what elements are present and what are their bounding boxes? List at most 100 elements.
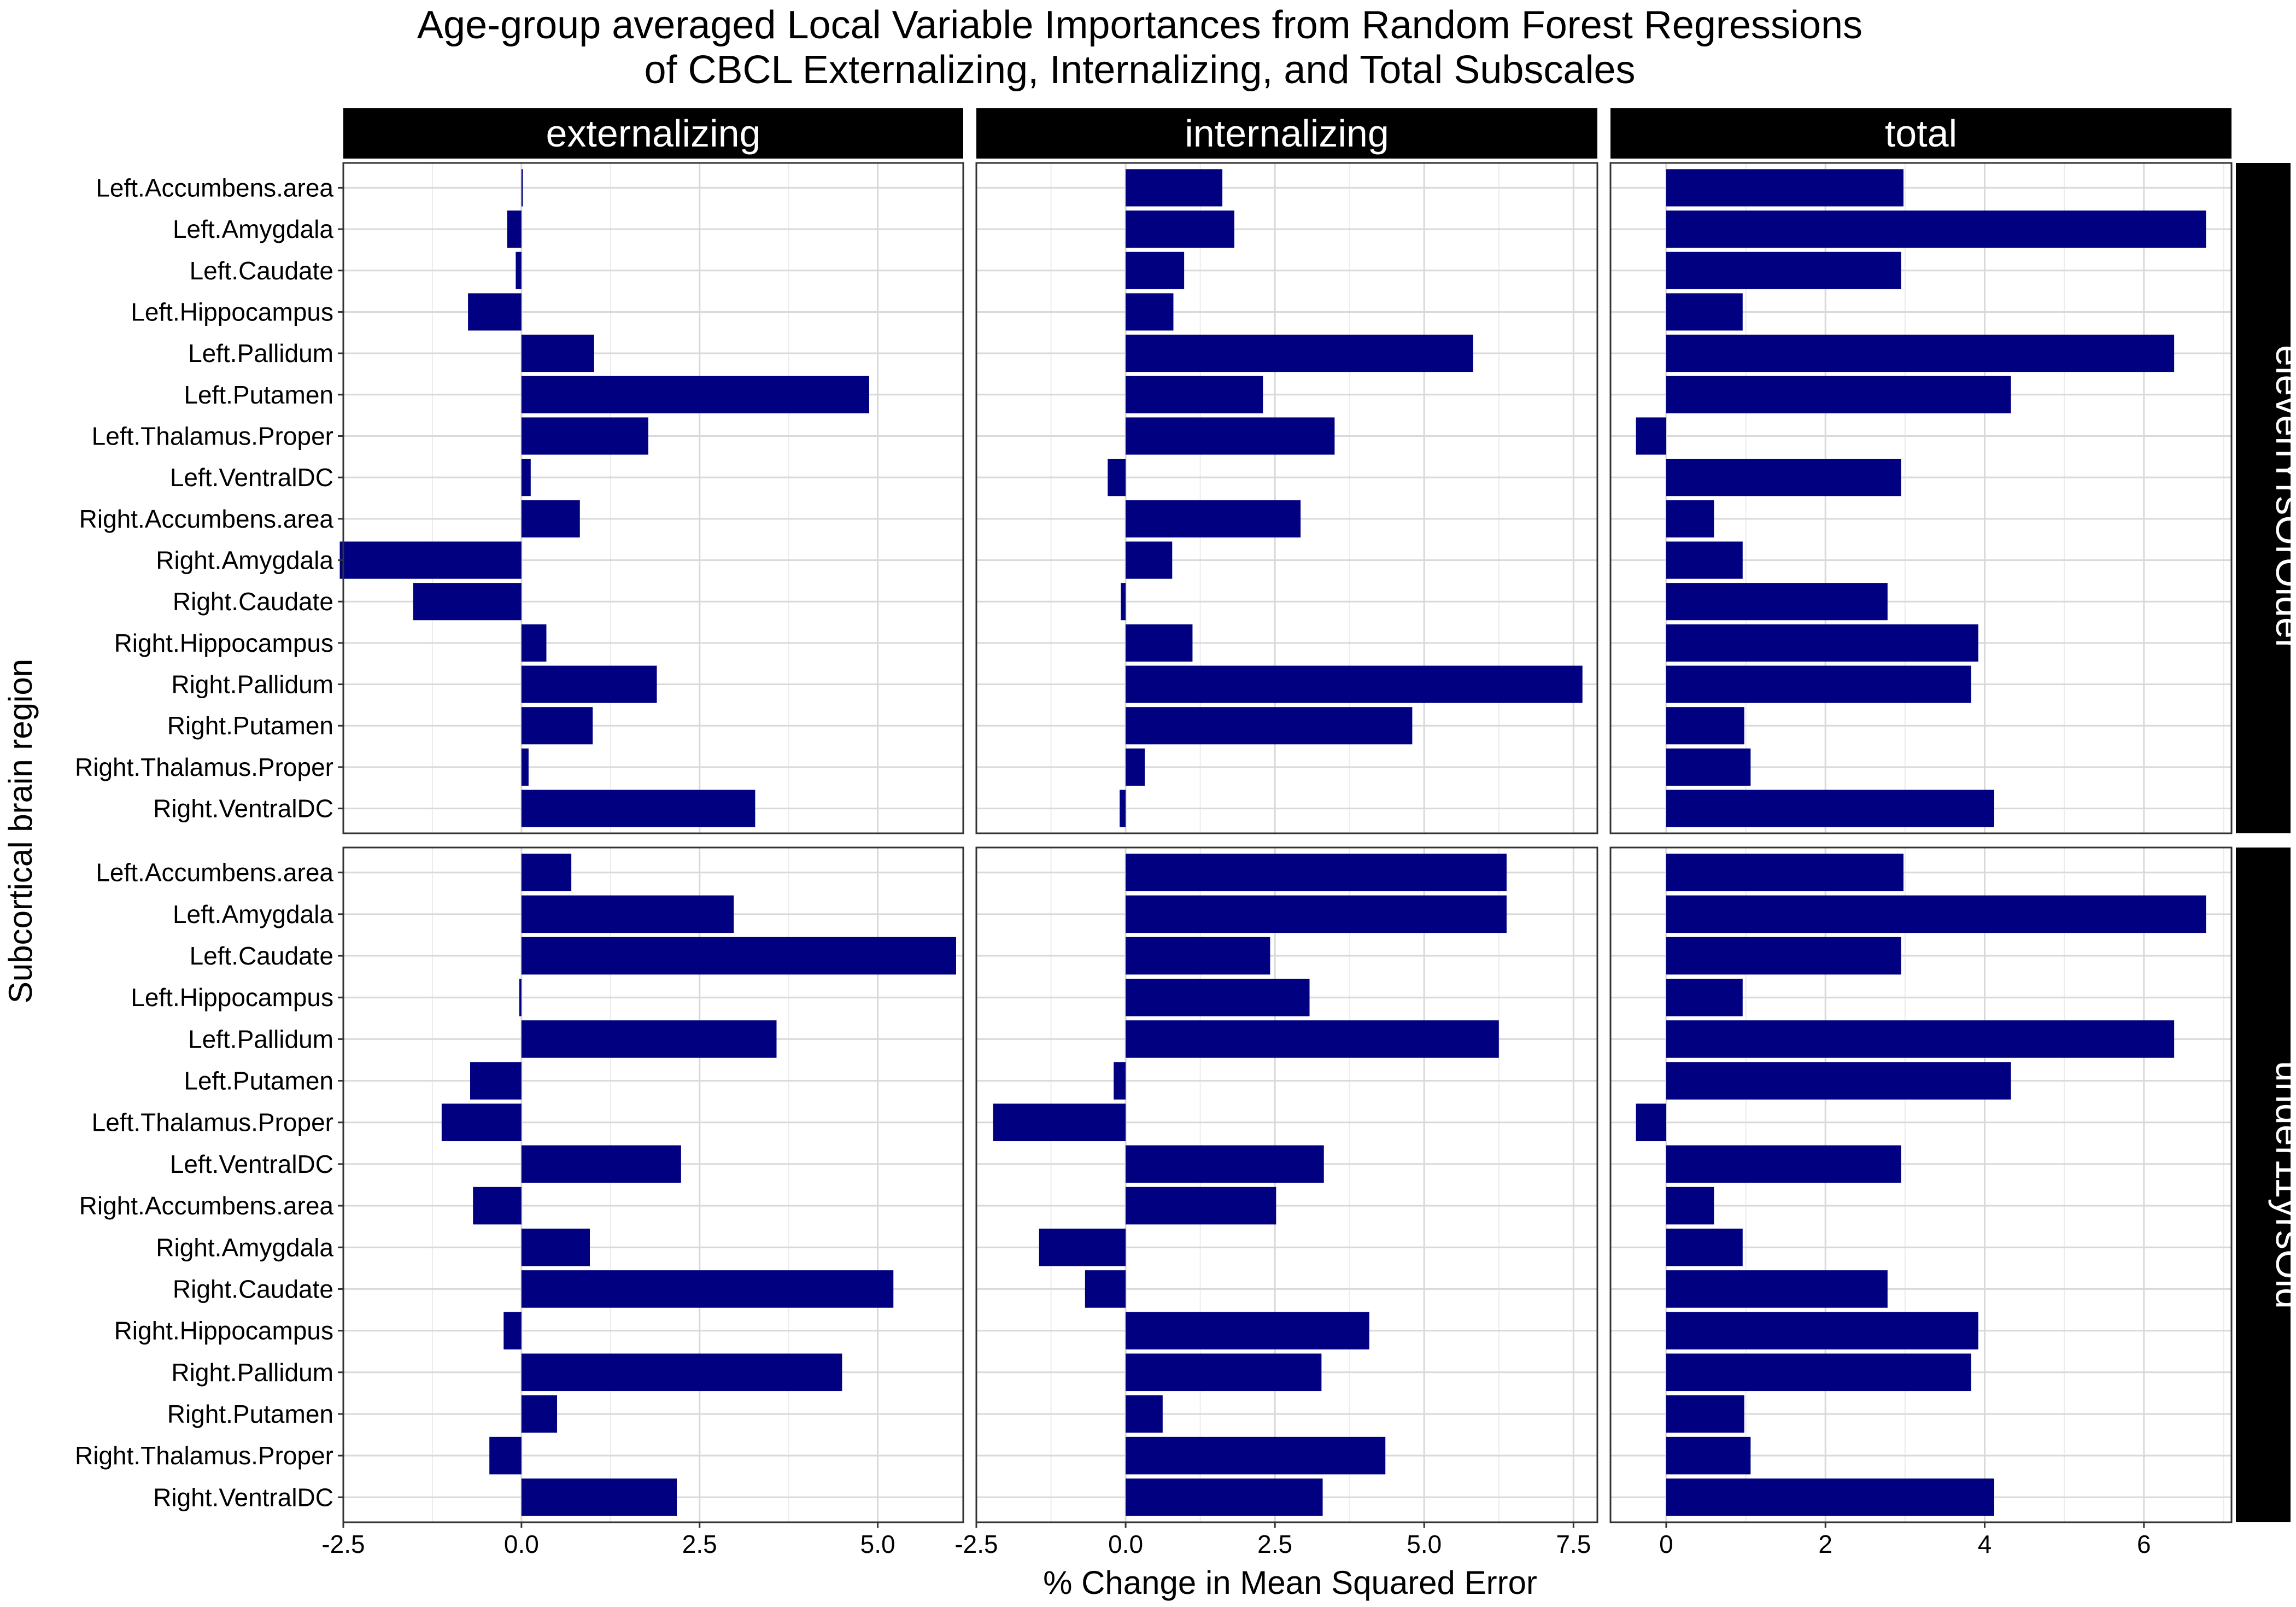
column-strip-externalizing	[343, 108, 963, 159]
bar-Left.VentralDC	[1666, 1145, 1901, 1183]
bar-Right.Hippocampus	[521, 624, 547, 662]
y-tick-label: Right.Pallidum	[171, 670, 333, 699]
bar-Right.Thalamus.Proper	[489, 1436, 522, 1475]
bar-Left.Thalamus.Proper	[521, 417, 648, 455]
bar-Right.Thalamus.Proper	[1666, 1436, 1751, 1475]
bar-Left.Pallidum	[521, 1020, 777, 1058]
bar-Right.VentralDC	[1666, 790, 1994, 827]
bar-Left.VentralDC	[1108, 459, 1126, 496]
column-strip-internalizing	[976, 108, 1597, 159]
bar-Right.Putamen	[521, 707, 593, 745]
panel-background	[976, 848, 1597, 1522]
x-axis-title: % Change in Mean Squared Error	[1043, 1564, 1537, 1601]
y-tick-label: Right.Caudate	[173, 587, 333, 616]
bar-Left.Thalamus.Proper	[1126, 417, 1335, 455]
x-tick-label: 2.5	[682, 1530, 717, 1558]
y-tick-label: Left.Caudate	[190, 256, 333, 285]
bar-Left.Amygdala	[521, 895, 734, 933]
bar-Right.Accumbens.area	[1666, 1187, 1714, 1225]
bar-Right.Amygdala	[339, 541, 522, 579]
y-tick-label: Right.Amygdala	[156, 1233, 333, 1261]
y-tick-label: Left.Putamen	[184, 381, 333, 409]
panel-border	[342, 846, 964, 1523]
x-tick-label: -2.5	[954, 1530, 998, 1558]
y-tick-label: Left.VentralDC	[170, 463, 333, 492]
bar-Left.Pallidum	[1126, 1020, 1499, 1058]
x-tick-label: 2	[1818, 1530, 1832, 1558]
bar-Left.Accumbens.area	[1666, 854, 1903, 891]
bar-Left.Thalamus.Proper	[441, 1103, 522, 1142]
column-strip-label-total: total	[1885, 112, 1957, 155]
bar-Right.Caudate	[1121, 583, 1126, 621]
bar-Left.Putamen	[1666, 376, 2011, 413]
bar-Right.Accumbens.area	[521, 500, 580, 537]
bar-Left.VentralDC	[521, 1145, 681, 1183]
bar-Right.Amygdala	[521, 1228, 590, 1266]
bar-Right.Hippocampus	[1666, 624, 1978, 662]
y-axis-title: Subcortical brain region	[2, 659, 39, 1003]
bar-Left.Amygdala	[1126, 211, 1234, 248]
panel-under11yrsOld-externalizing: Left.Accumbens.area Left.Amygdala Left.Cau…	[75, 846, 964, 1558]
bar-Right.Putamen	[1666, 1395, 1744, 1433]
bar-Left.Hippocampus	[468, 293, 522, 331]
x-tick-label: 5.0	[1407, 1530, 1442, 1558]
bar-Right.Thalamus.Proper	[1666, 748, 1751, 786]
column-strip-label-externalizing: externalizing	[546, 112, 761, 155]
bar-Left.Thalamus.Proper	[993, 1103, 1126, 1142]
bar-Left.VentralDC	[1126, 1145, 1324, 1183]
y-tick-label: Right.Caudate	[173, 1275, 333, 1303]
column-strip-total	[1610, 108, 2231, 159]
x-tick-label: 5.0	[860, 1530, 895, 1558]
bar-Right.Amygdala	[1666, 541, 1743, 579]
y-tick-label: Right.VentralDC	[153, 1483, 333, 1511]
bar-Left.Thalamus.Proper	[1636, 417, 1666, 455]
y-tick-label: Left.Pallidum	[188, 339, 333, 367]
chart-title-line-2: of CBCL Externalizing, Internalizing, an…	[644, 48, 1635, 92]
bar-Left.Accumbens.area	[521, 854, 572, 891]
panel-elevenYrsOrOlder-total	[1609, 162, 2233, 834]
y-tick-label: Right.Putamen	[167, 711, 333, 740]
bar-Left.Hippocampus	[519, 978, 522, 1016]
x-tick-label: 7.5	[1556, 1530, 1591, 1558]
x-tick-label: -2.5	[321, 1530, 365, 1558]
panel-under11yrsOld-total: 0 2 4 6	[1609, 846, 2233, 1558]
y-tick-label: Left.VentralDC	[170, 1150, 333, 1178]
bar-Right.VentralDC	[521, 1479, 677, 1516]
y-tick-label: Right.Pallidum	[171, 1358, 333, 1387]
x-tick-label: 2.5	[1257, 1530, 1292, 1558]
bar-Left.Putamen	[521, 376, 869, 413]
bar-Right.Putamen	[1666, 707, 1744, 745]
chart-title-line-1: Age-group averaged Local Variable Import…	[417, 3, 1862, 47]
bar-Right.Caudate	[1666, 1270, 1888, 1308]
y-tick-label: Right.Hippocampus	[114, 1317, 333, 1345]
bar-Left.Hippocampus	[1126, 978, 1310, 1016]
bar-Left.VentralDC	[1666, 459, 1901, 496]
bar-Right.Accumbens.area	[1126, 1187, 1276, 1225]
bar-Right.VentralDC	[521, 790, 755, 827]
bar-Left.Accumbens.area	[1666, 169, 1903, 207]
bar-Left.Pallidum	[1126, 335, 1473, 372]
bar-Right.Accumbens.area	[1126, 500, 1301, 537]
bar-Left.Caudate	[1666, 937, 1901, 975]
row-strip-label-under11yrsOld: under11yrsOld	[2268, 1061, 2296, 1309]
panel-background	[343, 163, 963, 833]
y-tick-label: Left.Pallidum	[188, 1025, 333, 1053]
bar-Right.Hippocampus	[1666, 1312, 1978, 1349]
y-tick-label: Left.Thalamus.Proper	[92, 422, 333, 450]
bar-Right.Thalamus.Proper	[1126, 748, 1145, 786]
x-tick-label: 4	[1978, 1530, 1992, 1558]
bar-Left.VentralDC	[521, 459, 531, 496]
y-tick-label: Right.Putamen	[167, 1400, 333, 1428]
bar-Right.Caudate	[521, 1270, 894, 1308]
y-tick-label: Right.Thalamus.Proper	[75, 753, 333, 781]
y-tick-label: Left.Amygdala	[173, 215, 333, 243]
bar-Right.Thalamus.Proper	[521, 748, 529, 786]
bar-Left.Pallidum	[1666, 1020, 2175, 1058]
panel-elevenYrsOrOlder-externalizing: Left.Accumbens.area Left.Amygdala Left.Cau…	[75, 162, 964, 834]
bar-Right.VentralDC	[1126, 1479, 1323, 1516]
x-tick-label: 0.0	[1108, 1530, 1143, 1558]
bar-Left.Putamen	[1126, 376, 1263, 413]
bar-Right.Pallidum	[1666, 665, 1971, 703]
bar-Left.Accumbens.area	[1126, 854, 1507, 891]
y-tick-label: Left.Accumbens.area	[96, 173, 333, 202]
